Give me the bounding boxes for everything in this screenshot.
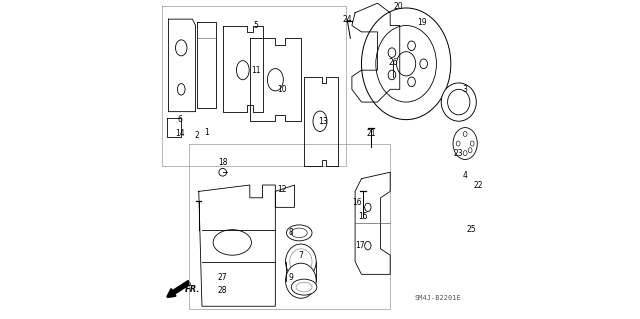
Text: 16: 16	[352, 198, 362, 207]
Text: 12: 12	[277, 185, 287, 194]
Text: 4: 4	[463, 171, 468, 180]
Text: 25: 25	[467, 225, 476, 234]
Text: 18: 18	[218, 158, 227, 167]
Ellipse shape	[365, 203, 371, 211]
Ellipse shape	[408, 41, 415, 50]
Ellipse shape	[213, 230, 252, 255]
Text: 27: 27	[218, 273, 227, 282]
Text: 14: 14	[175, 130, 184, 138]
Ellipse shape	[468, 148, 472, 153]
Text: SM4J-B2201E: SM4J-B2201E	[415, 295, 461, 301]
Text: 6: 6	[177, 115, 182, 124]
Ellipse shape	[447, 89, 470, 115]
Text: 24: 24	[342, 15, 352, 24]
Ellipse shape	[219, 168, 227, 176]
Ellipse shape	[236, 61, 249, 80]
Ellipse shape	[362, 8, 451, 120]
Text: 22: 22	[473, 181, 483, 189]
Text: FR.: FR.	[184, 285, 200, 294]
Ellipse shape	[175, 40, 187, 56]
Text: 7: 7	[298, 251, 303, 260]
Text: 28: 28	[218, 286, 227, 295]
Ellipse shape	[376, 26, 436, 102]
Text: 13: 13	[318, 117, 328, 126]
Text: 26: 26	[388, 58, 398, 67]
Ellipse shape	[388, 70, 396, 80]
Ellipse shape	[296, 282, 312, 292]
Ellipse shape	[408, 77, 415, 87]
Text: 20: 20	[394, 2, 403, 11]
Ellipse shape	[290, 249, 312, 274]
Text: 5: 5	[254, 21, 259, 30]
Ellipse shape	[287, 225, 312, 241]
Text: 3: 3	[463, 85, 468, 94]
Ellipse shape	[420, 59, 428, 69]
Ellipse shape	[291, 279, 317, 295]
Text: 8: 8	[289, 228, 294, 237]
Text: 1: 1	[204, 128, 209, 137]
Text: 21: 21	[366, 130, 376, 138]
Text: 10: 10	[277, 85, 287, 94]
Ellipse shape	[365, 241, 371, 250]
Ellipse shape	[470, 141, 474, 146]
Ellipse shape	[285, 263, 316, 298]
Text: 23: 23	[454, 149, 463, 158]
Ellipse shape	[463, 151, 467, 156]
Ellipse shape	[456, 141, 460, 146]
Ellipse shape	[177, 84, 185, 95]
Text: 17: 17	[355, 241, 365, 250]
Ellipse shape	[397, 52, 416, 76]
Ellipse shape	[453, 128, 477, 160]
Text: 15: 15	[358, 212, 368, 221]
Text: 2: 2	[195, 131, 200, 140]
Ellipse shape	[313, 111, 327, 131]
Ellipse shape	[388, 48, 396, 57]
Ellipse shape	[291, 228, 307, 238]
Ellipse shape	[441, 83, 476, 121]
Ellipse shape	[268, 69, 284, 91]
Text: 19: 19	[417, 18, 427, 27]
Ellipse shape	[463, 131, 467, 137]
Text: 11: 11	[252, 66, 261, 75]
Ellipse shape	[285, 244, 316, 279]
FancyArrow shape	[167, 281, 190, 297]
Text: 9: 9	[289, 273, 294, 282]
